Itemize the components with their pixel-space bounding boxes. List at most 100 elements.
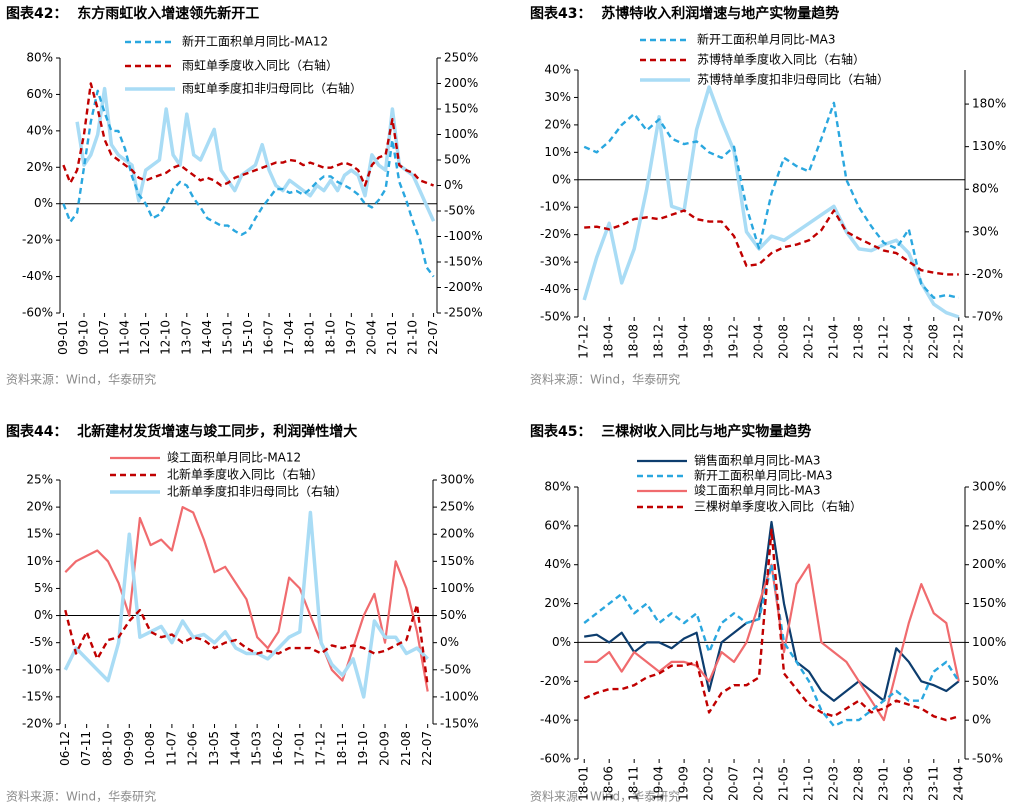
x-tick-label: 17-01 (292, 731, 306, 766)
x-tick-label: 15-03 (250, 731, 264, 766)
x-tick-label: 12-06 (186, 731, 200, 766)
x-tick-label: 20-07 (727, 766, 741, 801)
y2-tick-label: 250% (440, 500, 474, 514)
x-tick-label: 09-01 (56, 320, 70, 355)
y2-tick-label: 100% (972, 635, 1006, 649)
x-tick-label: 19-08 (702, 324, 716, 359)
y2-tick-label: 50% (440, 608, 467, 622)
y-tick-label: 25% (26, 473, 53, 487)
y-tick-label: -5% (30, 635, 53, 649)
y2-tick-label: -70% (972, 310, 1003, 324)
x-tick-label: 20-02 (702, 766, 716, 801)
y-tick-label: 20% (544, 596, 571, 610)
y2-tick-label: 0% (444, 178, 463, 192)
legend-label: 新开工面积单月同比-MA3 (697, 32, 836, 47)
chart-title: 图表44： 北新建材发货增速与竣工同步，利润弹性增大 (6, 423, 357, 440)
x-tick-label: 13-07 (179, 320, 193, 355)
y2-tick-label: 150% (440, 554, 474, 568)
chart-title: 图表42： 东方雨虹收入增速领先新开工 (6, 5, 259, 22)
x-tick-label: 22-07 (420, 731, 434, 766)
x-tick-label: 10-07 (97, 320, 111, 355)
y2-tick-label: -150% (440, 717, 479, 731)
y-tick-label: -40% (540, 282, 571, 296)
y-tick-label: 5% (34, 581, 53, 595)
source-note: 资料来源：Wind，华泰研究 (6, 372, 156, 387)
y2-tick-label: -150% (444, 255, 483, 269)
y-tick-label: 60% (544, 518, 571, 532)
x-tick-label: 09-09 (122, 731, 136, 766)
x-tick-label: 22-08 (926, 324, 940, 359)
series-line (63, 510, 429, 699)
x-tick-label: 07-11 (79, 731, 93, 766)
x-tick-label: 13-05 (207, 731, 221, 766)
legend-label: 北新单季度收入同比（右轴） (167, 467, 323, 482)
legend-label: 三棵树单季度收入同比（右轴） (694, 499, 862, 514)
chart-title: 图表43： 苏博特收入利润增速与地产实物量趋势 (530, 5, 839, 22)
x-tick-label: 24-04 (951, 766, 965, 801)
y-tick-label: -50% (540, 310, 571, 324)
y2-tick-label: 80% (972, 182, 999, 196)
x-tick-label: 20-09 (378, 731, 392, 766)
x-tick-label: 11-07 (164, 731, 178, 766)
series-line (582, 85, 960, 319)
source-note: 资料来源：Wind，华泰研究 (530, 789, 680, 804)
x-tick-label: 18-01 (303, 320, 317, 355)
x-tick-label: 21-01 (385, 320, 399, 355)
x-tick-label: 18-01 (577, 766, 591, 801)
x-tick-label: 15-01 (220, 320, 234, 355)
y2-tick-label: 30% (972, 224, 999, 238)
x-tick-label: 10-08 (143, 731, 157, 766)
x-tick-label: 20-12 (752, 766, 766, 801)
y-tick-label: -30% (540, 255, 571, 269)
y-tick-label: 20% (26, 160, 53, 174)
y2-tick-label: -250% (444, 306, 483, 320)
x-tick-label: 19-04 (652, 766, 666, 801)
y-tick-label: 0% (34, 608, 53, 622)
y2-tick-label: -200% (444, 280, 483, 294)
y2-tick-label: 150% (972, 596, 1006, 610)
legend-label: 雨虹单季度收入同比（右轴） (182, 58, 338, 73)
x-tick-label: 20-08 (776, 324, 790, 359)
y-tick-label: 80% (26, 51, 53, 65)
y2-tick-label: 130% (972, 139, 1006, 153)
y-tick-label: 30% (544, 90, 571, 104)
series-line (75, 86, 436, 222)
y2-tick-label: 50% (444, 153, 471, 167)
y2-tick-label: 0% (972, 713, 991, 727)
x-tick-label: 12-10 (159, 320, 173, 355)
legend-label: 竣工面积单月同比-MA12 (167, 450, 301, 465)
x-tick-label: 12-01 (138, 320, 152, 355)
x-tick-label: 18-10 (323, 320, 337, 355)
legend-label: 北新单季度扣非归母同比（右轴） (167, 484, 347, 499)
source-note: 资料来源：Wind，华泰研究 (6, 789, 156, 804)
x-tick-label: 22-08 (851, 766, 865, 801)
y-tick-label: -20% (22, 717, 53, 731)
x-tick-label: 19-04 (677, 324, 691, 359)
y2-tick-label: -50% (444, 204, 475, 218)
series-line (62, 82, 435, 187)
x-tick-label: 18-08 (627, 324, 641, 359)
x-tick-label: 21-08 (851, 324, 865, 359)
y2-tick-label: 100% (444, 127, 478, 141)
x-tick-label: 17-12 (577, 324, 591, 359)
y-tick-label: 0% (34, 196, 53, 210)
series-line (584, 563, 960, 722)
y-tick-label: 10% (26, 554, 53, 568)
x-tick-label: 21-12 (876, 324, 890, 359)
y2-tick-label: 50% (972, 674, 999, 688)
y2-tick-label: 250% (444, 51, 478, 65)
x-tick-label: 21-08 (399, 731, 413, 766)
y-tick-label: 40% (544, 557, 571, 571)
x-tick-label: 14-04 (200, 320, 214, 355)
x-tick-label: 08-10 (100, 731, 114, 766)
y2-tick-label: 300% (440, 473, 474, 487)
x-tick-label: 18-06 (602, 766, 616, 801)
x-tick-label: 20-04 (364, 320, 378, 355)
x-tick-label: 16-02 (271, 731, 285, 766)
y2-tick-label: 200% (972, 557, 1006, 571)
x-tick-label: 09-10 (76, 320, 90, 355)
x-tick-label: 16-07 (262, 320, 276, 355)
x-tick-label: 19-10 (356, 731, 370, 766)
y-tick-label: 10% (544, 145, 571, 159)
x-tick-label: 23-06 (901, 766, 915, 801)
